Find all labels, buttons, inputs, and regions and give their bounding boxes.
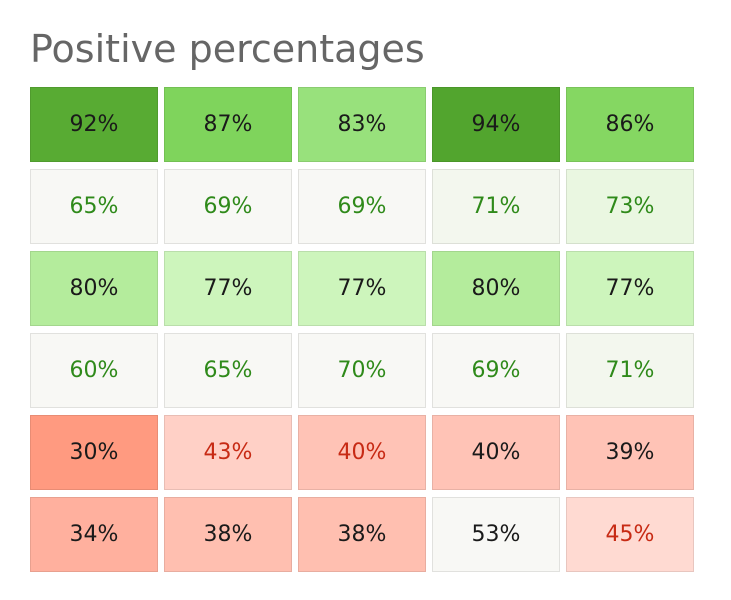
- heatmap-cell: 43%: [164, 415, 292, 490]
- heatmap-cell: 38%: [164, 497, 292, 572]
- heatmap-cell: 87%: [164, 87, 292, 162]
- heatmap-cell: 71%: [432, 169, 560, 244]
- heatmap-cell: 40%: [432, 415, 560, 490]
- heatmap-cell: 92%: [30, 87, 158, 162]
- heatmap-cell: 77%: [164, 251, 292, 326]
- chart-title: Positive percentages: [30, 27, 425, 71]
- heatmap-cell: 69%: [298, 169, 426, 244]
- heatmap-cell: 94%: [432, 87, 560, 162]
- heatmap-cell: 86%: [566, 87, 694, 162]
- heatmap-cell: 77%: [298, 251, 426, 326]
- heatmap-cell: 40%: [298, 415, 426, 490]
- heatmap-cell: 80%: [30, 251, 158, 326]
- heatmap-cell: 69%: [164, 169, 292, 244]
- heatmap-cell: 30%: [30, 415, 158, 490]
- heatmap-cell: 53%: [432, 497, 560, 572]
- heatmap-cell: 39%: [566, 415, 694, 490]
- heatmap-cell: 73%: [566, 169, 694, 244]
- heatmap-cell: 45%: [566, 497, 694, 572]
- heatmap-cell: 77%: [566, 251, 694, 326]
- heatmap-cell: 71%: [566, 333, 694, 408]
- heatmap-cell: 65%: [164, 333, 292, 408]
- heatmap-cell: 65%: [30, 169, 158, 244]
- heatmap-cell: 83%: [298, 87, 426, 162]
- heatmap-cell: 60%: [30, 333, 158, 408]
- heatmap-grid: 92% 87% 83% 94% 86% 65% 69% 69% 71% 73% 80% 77% 77% 8…: [30, 87, 694, 572]
- heatmap-cell: 70%: [298, 333, 426, 408]
- heatmap-cell: 34%: [30, 497, 158, 572]
- heatmap-cell: 38%: [298, 497, 426, 572]
- heatmap-cell: 69%: [432, 333, 560, 408]
- heatmap-cell: 80%: [432, 251, 560, 326]
